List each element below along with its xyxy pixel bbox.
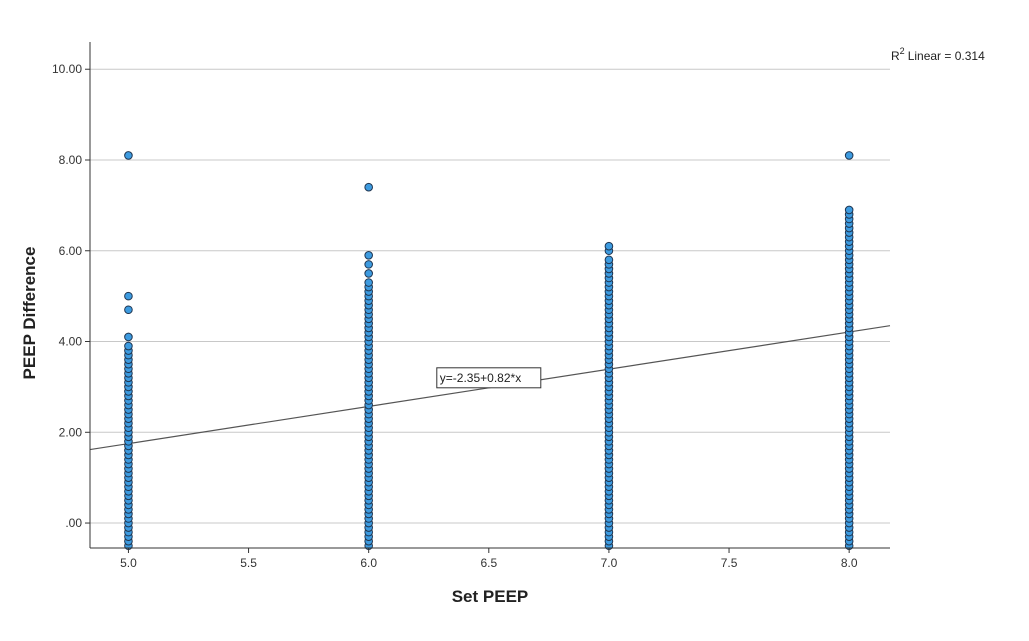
data-point	[364, 269, 373, 278]
y-tick-label: 8.00	[59, 153, 83, 167]
x-tick-label: 6.5	[480, 556, 497, 570]
annotations: y=-2.35+0.82*x R2 Linear = 0.314	[436, 46, 985, 389]
y-tick-label: 2.00	[59, 425, 83, 439]
data-point	[364, 250, 373, 260]
data-point	[364, 260, 373, 269]
data-point	[604, 241, 614, 251]
x-tick-label: 8.0	[841, 556, 858, 570]
axes	[89, 42, 890, 549]
x-tick-label: 5.0	[120, 556, 137, 570]
y-axis-title: PEEP Difference	[20, 247, 39, 380]
data-point	[124, 341, 133, 351]
r2-value: Linear = 0.314	[908, 49, 985, 63]
r2-superscript: 2	[900, 46, 905, 56]
data-point	[364, 182, 373, 192]
data-point	[844, 151, 854, 160]
x-axis-title: Set PEEP	[452, 587, 529, 606]
data-point	[124, 305, 133, 315]
data-point	[124, 332, 133, 342]
data-point	[844, 205, 854, 215]
data-point	[604, 255, 614, 265]
tick-labels: .00 2.00 4.00 6.00 8.00 10.00 5.0 5.5 6.0 6.5 7.0 7…	[52, 62, 858, 570]
x-tick-label: 7.5	[721, 556, 738, 570]
data-point	[364, 278, 373, 287]
x-tick-label: 6.0	[360, 556, 377, 570]
x-tick-label: 5.5	[240, 556, 257, 570]
r2-label: R2 Linear = 0.314	[891, 46, 985, 63]
equation-box	[436, 367, 542, 389]
equation-label: y=-2.35+0.82*x	[440, 371, 521, 385]
data-point	[124, 151, 133, 160]
y-tick-label: 10.00	[52, 62, 82, 76]
data-points	[124, 151, 854, 551]
data-point	[124, 291, 133, 301]
y-tick-label: 6.00	[59, 244, 83, 258]
y-tick-label: .00	[65, 516, 82, 530]
gridlines	[90, 68, 890, 524]
x-tick-label: 7.0	[601, 556, 618, 570]
y-tick-label: 4.00	[59, 335, 83, 349]
